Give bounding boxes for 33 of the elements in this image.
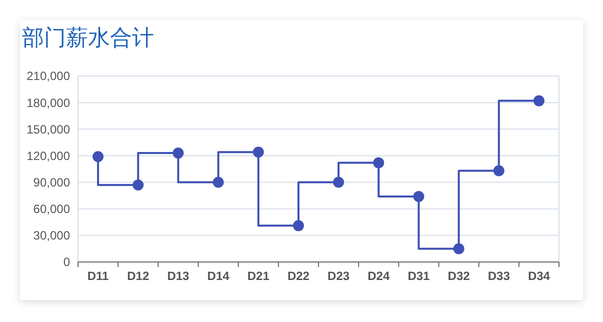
point	[212, 176, 224, 188]
y-tick-label: 150,000	[26, 122, 70, 136]
point	[172, 148, 184, 159]
y-tick-label: 120,000	[26, 148, 70, 163]
x-tick-label: D33	[488, 269, 510, 283]
x-tick-label: D34	[528, 269, 550, 283]
y-tick-label: 60,000	[33, 202, 70, 216]
x-tick-label: D32	[448, 269, 470, 283]
y-tick-label: 180,000	[26, 96, 70, 110]
x-tick-label: D13	[167, 269, 190, 283]
chart-title: 部门薪水合计	[22, 26, 154, 51]
point	[373, 157, 384, 168]
point	[413, 190, 424, 202]
y-tick-label: 0	[63, 255, 70, 270]
x-tick-label: D14	[207, 269, 230, 283]
y-tick-label: 30,000	[33, 228, 70, 243]
x-tick-label: D31	[408, 269, 430, 283]
point	[252, 146, 264, 158]
point	[92, 151, 104, 162]
x-tick-label: D22	[287, 269, 310, 283]
x-tick-label: D21	[247, 269, 270, 283]
point	[333, 176, 344, 188]
x-tick-label: D12	[127, 269, 150, 283]
x-tick-label: D24	[368, 269, 390, 283]
point	[533, 95, 544, 106]
x-tick-label: D23	[328, 269, 350, 283]
point	[292, 220, 304, 232]
y-tick-label: 90,000	[33, 175, 70, 190]
x-tick-label: D11	[87, 269, 110, 283]
y-tick-label: 210,000	[26, 69, 70, 84]
point	[132, 179, 144, 190]
point	[453, 243, 464, 254]
point	[493, 165, 504, 176]
